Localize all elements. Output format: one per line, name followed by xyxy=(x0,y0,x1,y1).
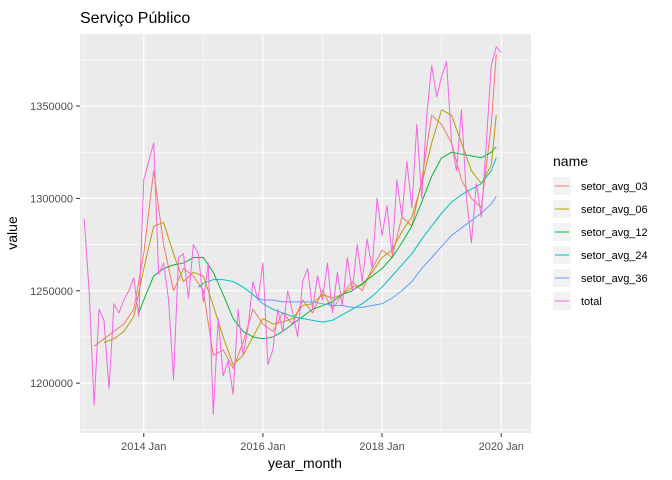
x-tick-label: 2014 Jan xyxy=(121,441,166,453)
y-axis: 1200000 1250000 1300000 1350000 xyxy=(30,101,80,390)
x-tick-label: 2020 Jan xyxy=(479,441,524,453)
x-tick-label: 2016 Jan xyxy=(240,441,285,453)
y-axis-title: value xyxy=(4,216,20,250)
y-tick-label: 1250000 xyxy=(30,286,73,298)
legend-label: setor_avg_24 xyxy=(581,250,648,262)
legend: name setor_avg_03 setor_avg_06 setor_avg_1… xyxy=(553,153,648,310)
plot-area xyxy=(80,34,531,433)
series-line-setor-avg-06 xyxy=(103,109,497,366)
series-line-total xyxy=(83,46,502,416)
y-tick-label: 1200000 xyxy=(30,378,73,390)
legend-label: setor_avg_36 xyxy=(581,273,648,285)
x-axis: 2014 Jan 2016 Jan 2018 Jan 2020 Jan xyxy=(121,433,524,453)
plot-panel xyxy=(80,34,531,433)
y-tick-label: 1300000 xyxy=(30,193,73,205)
chart-title: Serviço Público xyxy=(80,10,190,27)
minor-gridlines xyxy=(80,34,531,433)
series-line-setor-avg-12 xyxy=(138,146,497,340)
legend-title: name xyxy=(553,153,588,169)
x-axis-title: year_month xyxy=(268,455,342,471)
y-tick-label: 1350000 xyxy=(30,101,73,113)
series-lines xyxy=(83,46,502,416)
legend-items: setor_avg_03 setor_avg_06 setor_avg_12seto… xyxy=(553,177,648,310)
major-gridlines xyxy=(80,34,531,433)
legend-label: setor_avg_06 xyxy=(581,204,648,216)
x-tick-label: 2018 Jan xyxy=(359,441,404,453)
legend-label: setor_avg_03 xyxy=(581,181,648,193)
legend-label: setor_avg_12 xyxy=(581,227,648,239)
series-line-setor-avg-36 xyxy=(257,196,497,308)
series-line-setor-avg-24 xyxy=(198,157,497,323)
legend-label: total xyxy=(581,296,602,308)
